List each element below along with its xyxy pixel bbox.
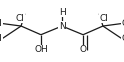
Text: OH: OH bbox=[34, 45, 48, 54]
Text: Cl: Cl bbox=[122, 19, 124, 28]
Text: Cl: Cl bbox=[0, 19, 2, 28]
Text: N: N bbox=[59, 22, 65, 31]
Text: Cl: Cl bbox=[122, 34, 124, 43]
Text: O: O bbox=[80, 45, 87, 54]
Text: H: H bbox=[59, 8, 65, 17]
Text: Cl: Cl bbox=[16, 14, 25, 23]
Text: Cl: Cl bbox=[0, 34, 2, 43]
Text: Cl: Cl bbox=[99, 14, 108, 23]
